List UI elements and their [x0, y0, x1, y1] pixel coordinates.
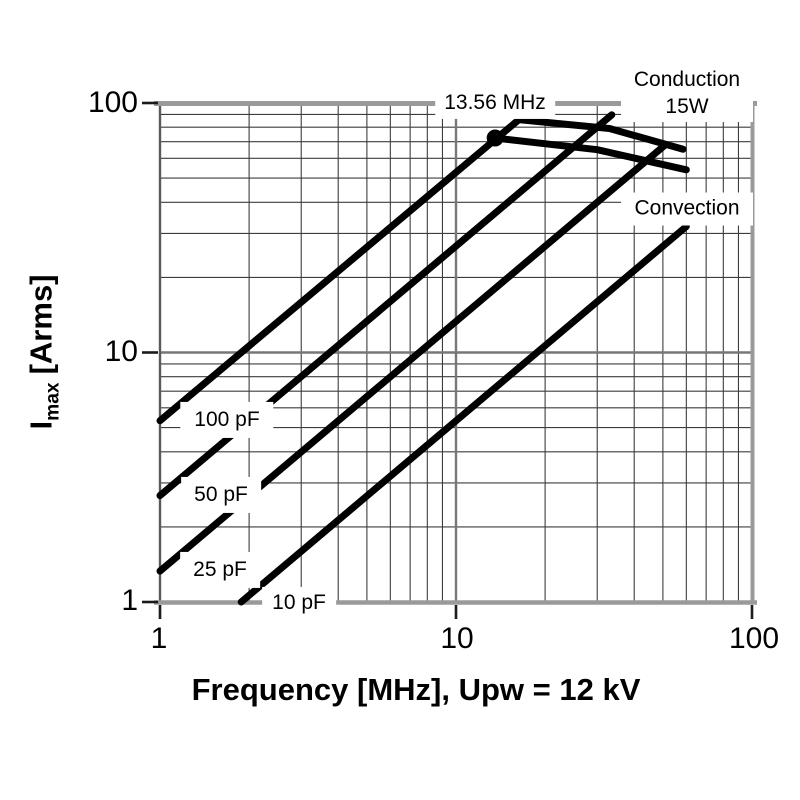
convection-limit-label: Convection: [621, 192, 753, 226]
capacitance-label-50pf: 50 pF: [181, 476, 261, 514]
conduction-limit-label: Conduction 15W: [621, 60, 753, 122]
marker-dot-13-56mhz: [486, 129, 504, 147]
y-axis-unit: [Arms]: [23, 274, 59, 375]
y-axis-title: Imax [Arms]: [23, 274, 64, 429]
series-line-convection: [491, 134, 690, 174]
capacitance-label-10pf: 10 pF: [262, 586, 336, 620]
y-tick-label-10: 10: [104, 335, 138, 368]
x-tick-label-10: 10: [440, 622, 474, 655]
y-axis-subscript: max: [42, 382, 64, 421]
series-line-conduction-15w: [515, 116, 687, 153]
series-line-50-pf: [156, 111, 616, 500]
conduction-label-line1: Conduction: [633, 68, 741, 92]
capacitance-label-100pf: 100 pF: [180, 401, 274, 439]
conduction-label-line2: 15W: [665, 94, 709, 118]
y-tick-label-1: 1: [121, 584, 138, 617]
series-line-10-pf: [237, 223, 690, 606]
x-tick-label-100: 100: [728, 622, 780, 655]
marker-frequency-label: 13.56 MHz: [435, 86, 555, 120]
capacitance-label-25pf: 25 pF: [180, 551, 260, 589]
convection-label-text: Convection: [634, 196, 740, 220]
y-tick-label-100: 100: [87, 86, 138, 119]
x-axis-title: Frequency [MHz], Upw = 12 kV: [191, 672, 641, 707]
x-tick-label-1: 1: [150, 622, 168, 655]
y-axis-symbol: I: [23, 420, 59, 430]
series-line-100-pf: [156, 116, 523, 425]
